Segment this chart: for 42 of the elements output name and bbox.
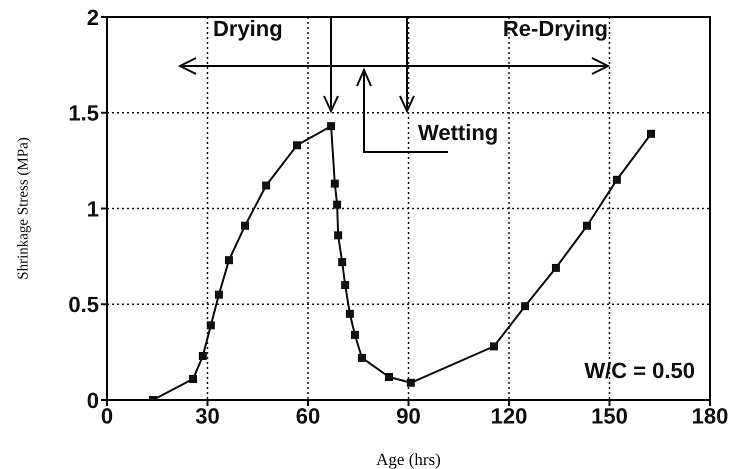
point bbox=[647, 130, 656, 138]
point bbox=[241, 222, 250, 230]
point bbox=[198, 352, 207, 360]
point bbox=[327, 122, 336, 130]
annotation: Wetting bbox=[418, 120, 498, 145]
point bbox=[552, 264, 560, 272]
point bbox=[214, 290, 223, 299]
point bbox=[358, 354, 366, 362]
x-axis-title: Age (hrs) bbox=[376, 450, 441, 469]
point bbox=[583, 222, 592, 230]
x-tick-label: 150 bbox=[591, 404, 628, 429]
point bbox=[350, 330, 359, 339]
point bbox=[292, 141, 301, 150]
point bbox=[189, 374, 198, 383]
point bbox=[346, 310, 354, 318]
point bbox=[262, 182, 270, 190]
point bbox=[406, 378, 415, 387]
annotation: Drying bbox=[213, 16, 283, 41]
point bbox=[334, 231, 342, 240]
point bbox=[333, 200, 342, 209]
point bbox=[385, 373, 394, 382]
y-tick-label: 2 bbox=[86, 4, 99, 30]
point bbox=[224, 256, 233, 264]
y-tick-label: 0.5 bbox=[68, 292, 99, 318]
x-tick-label: 180 bbox=[692, 404, 728, 429]
point bbox=[490, 342, 498, 350]
point bbox=[330, 180, 339, 188]
x-tick-label: 120 bbox=[490, 404, 528, 429]
point bbox=[612, 176, 621, 184]
annotation: Re-Drying bbox=[502, 16, 608, 41]
x-tick-label: 90 bbox=[396, 404, 421, 429]
point bbox=[338, 258, 346, 266]
annotation: W/C = 0.50 bbox=[584, 358, 695, 383]
y-tick-label: 1 bbox=[86, 196, 99, 222]
point bbox=[341, 281, 350, 290]
y-axis-title: Shrinkage Stress (MPa) bbox=[15, 137, 32, 280]
y-tick-label: 0 bbox=[86, 388, 99, 413]
point bbox=[521, 302, 530, 310]
x-tick-label: 60 bbox=[296, 404, 320, 429]
point bbox=[206, 321, 215, 330]
x-tick-label: 30 bbox=[195, 404, 220, 429]
y-tick-label: 1.5 bbox=[68, 100, 99, 126]
